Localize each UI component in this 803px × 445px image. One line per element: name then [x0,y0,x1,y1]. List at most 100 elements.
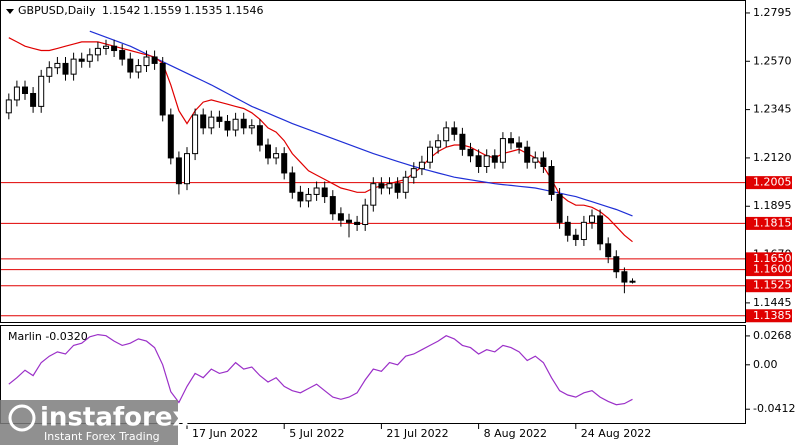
watermark-icon [8,404,36,432]
y-tick-label: 1.2120 [753,151,792,164]
candle-body [629,280,636,283]
candle-body [248,125,255,129]
candle-body [564,221,571,236]
indicator-tick-label: 0.00 [753,358,778,371]
candle-body [508,138,514,144]
watermark-tagline: Instant Forex Trading [44,430,160,443]
candle-body [499,138,506,163]
candle-body [346,219,352,223]
candle-body [370,183,377,206]
candle-body [119,50,126,60]
candle-body [313,187,320,195]
candle-body [483,155,490,168]
candle-body [580,221,587,241]
candle-body [111,45,118,52]
y-tick-label: 1.2795 [753,6,792,19]
candle-body [402,176,409,193]
candle-body [216,116,223,122]
candle-body [62,62,69,75]
candle-body [297,191,304,202]
x-tick-label: 24 Aug 2022 [581,427,651,440]
x-tick-label: 21 Jul 2022 [386,427,448,440]
candle-body [435,140,442,148]
candle-body [410,168,417,178]
candle-body [337,213,344,221]
candle-body [38,75,45,107]
candle-body [78,58,85,62]
candle-body [192,114,199,155]
y-tick-label: 1.1445 [753,296,792,309]
candle-body [548,166,555,195]
level-label-bg [746,279,792,293]
level-label: 1.1815 [753,216,792,229]
candle-body [273,153,280,159]
candle-body [394,183,401,193]
candle-body [175,157,182,185]
candle-body [589,215,595,223]
candle-body [556,193,563,223]
level-label-bg [746,176,792,190]
candle-body [613,256,620,273]
level-label: 1.1650 [753,252,792,265]
candle-body [70,58,77,75]
chart-header: GBPUSD,Daily 1.1542 1.1559 1.1535 1.1546 [6,4,264,17]
slow-ma-line [89,30,633,217]
candle-body [621,271,628,283]
watermark: instaforex Instant Forex Trading [0,400,190,445]
candle-body [30,92,37,107]
level-label: 1.1600 [753,263,792,276]
level-label: 1.1385 [753,309,792,322]
candle-body [378,183,385,189]
indicator-tick-label: 0.0268 [753,329,792,342]
candle-body [321,187,328,198]
candle-body [135,65,142,73]
indicator-line [8,333,633,406]
candle-body [418,161,425,170]
candle-body [232,118,239,131]
candle-body [532,157,539,163]
candle-body [5,99,12,114]
high-value: 1.1559 [143,4,182,17]
indicator-tick-label: -0.0412 [753,402,795,415]
candle-body [200,114,207,129]
main-pane-border [0,0,746,323]
candle-body [127,58,134,73]
open-value: 1.1542 [102,4,141,17]
candle-body [475,155,482,168]
chart-title: GBPUSD,Daily [18,4,96,17]
candle-body [208,116,215,129]
candle-body [256,125,263,146]
candle-body [13,86,20,101]
candle-body [289,172,296,193]
close-value: 1.1546 [225,4,264,17]
candle-body [572,234,579,241]
candle-body [281,153,288,174]
candle-body [491,155,498,163]
level-label-bg [746,309,792,323]
candle-body [305,193,312,202]
candle-body [516,142,523,148]
candle-body [54,62,61,69]
indicator-label: Marlin -0.0320 [8,330,88,343]
candle-body [524,146,531,163]
header-arrow [6,9,14,14]
x-tick-label: 17 Jun 2022 [192,427,258,440]
candle-body [151,56,158,64]
candle-body [443,127,450,142]
level-label: 1.2005 [753,176,792,189]
candle-body [46,67,53,77]
candle-body [103,45,109,49]
candle-body [540,157,547,168]
candle-body [597,215,604,245]
candle-body [86,54,93,62]
candle-body [386,183,393,189]
level-label-bg [746,216,792,230]
low-value: 1.1535 [184,4,223,17]
candle-body [362,204,369,225]
candle-body [240,118,247,129]
candle-body [224,120,231,131]
x-tick-label: 5 Jul 2022 [289,427,344,440]
